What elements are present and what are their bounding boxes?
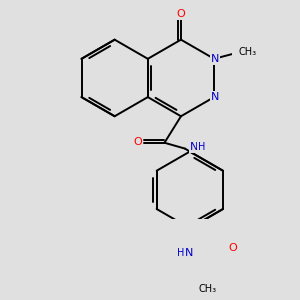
Text: N: N <box>211 54 220 64</box>
Text: N: N <box>184 248 193 258</box>
Text: CH₃: CH₃ <box>198 284 217 294</box>
Text: O: O <box>228 243 237 253</box>
Text: O: O <box>134 136 142 147</box>
Text: O: O <box>177 9 185 19</box>
Text: H: H <box>177 248 185 258</box>
Text: N: N <box>211 92 220 102</box>
Text: H: H <box>198 142 205 152</box>
Text: CH₃: CH₃ <box>238 47 256 57</box>
Text: N: N <box>190 142 198 152</box>
